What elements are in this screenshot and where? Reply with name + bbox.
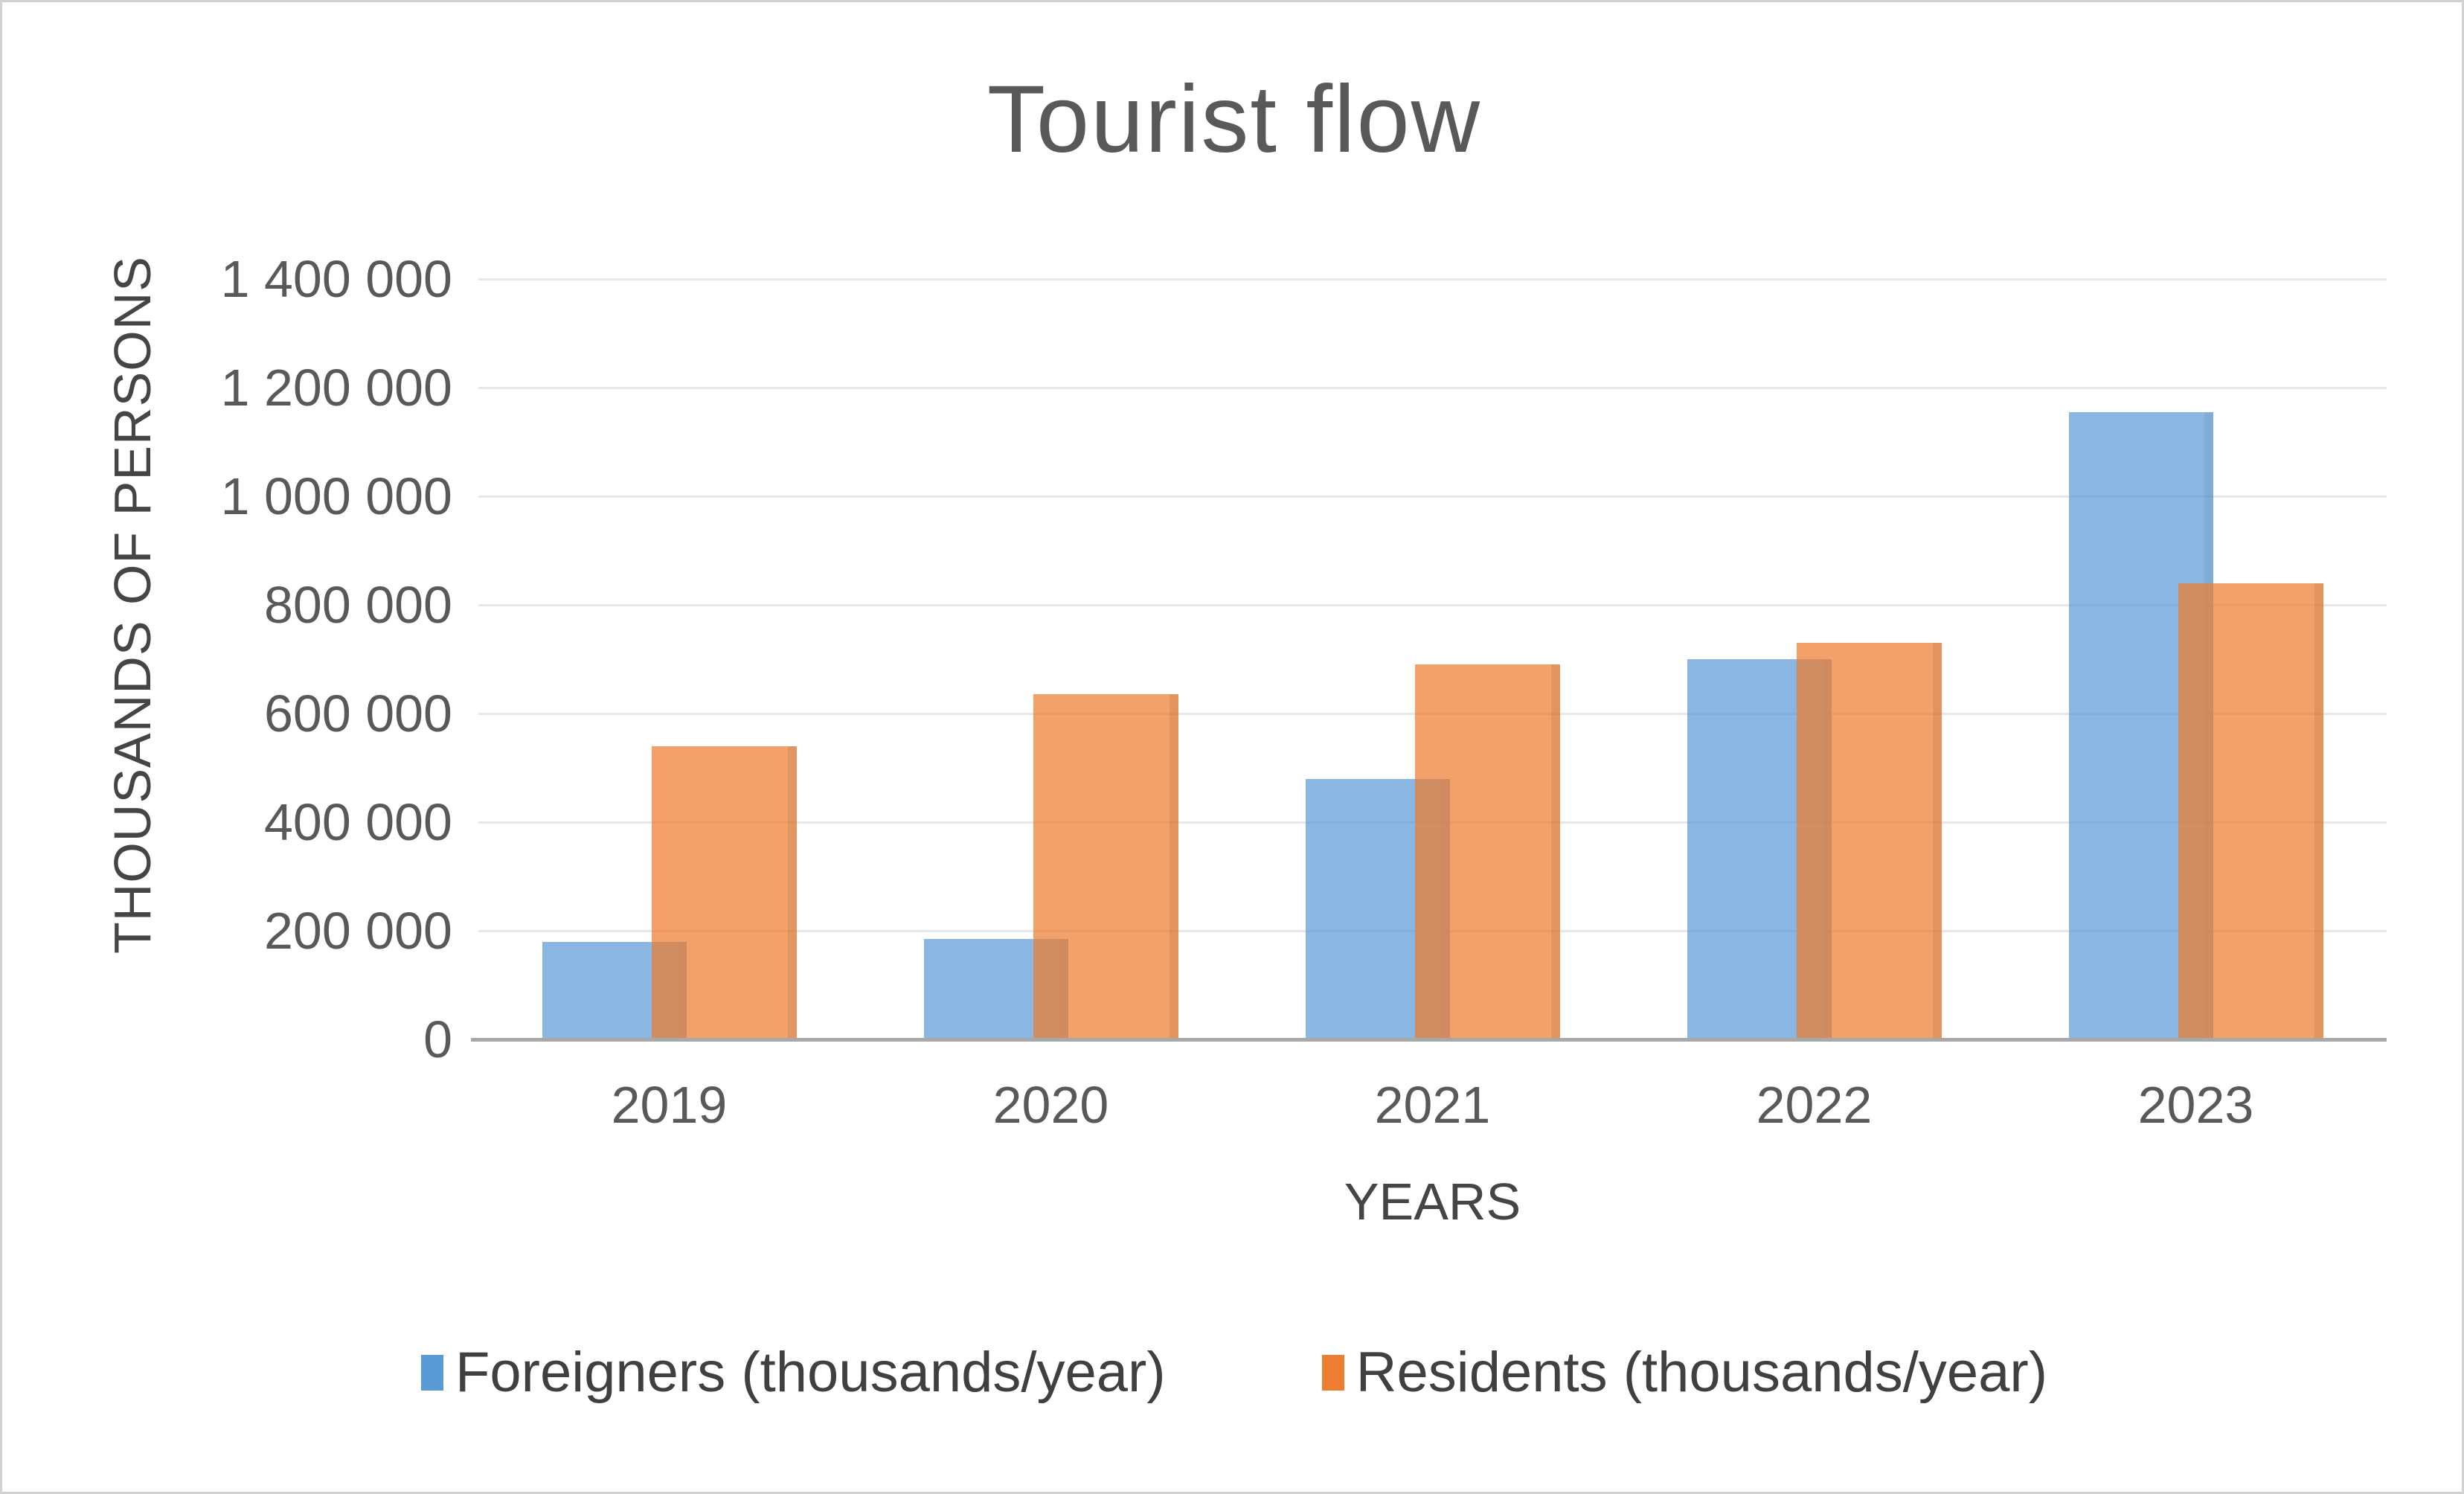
bar-residents-2023 bbox=[2178, 583, 2323, 1039]
legend-swatch-icon bbox=[1321, 1354, 1344, 1391]
y-tick-label: 400 000 bbox=[263, 793, 452, 851]
y-tick-label: 0 bbox=[423, 1010, 452, 1068]
y-tick-label: 1 400 000 bbox=[220, 250, 452, 308]
x-tick-label: 2020 bbox=[992, 1076, 1109, 1134]
legend-swatch-icon bbox=[420, 1354, 443, 1391]
x-tick-label: 2021 bbox=[1374, 1076, 1491, 1134]
y-tick-label: 1 200 000 bbox=[220, 359, 452, 417]
chart-title: Tourist flow bbox=[986, 66, 1482, 173]
x-tick-label: 2023 bbox=[2137, 1076, 2254, 1134]
gridline bbox=[478, 496, 2387, 498]
legend-label: Foreigners (thousands/year) bbox=[455, 1341, 1166, 1404]
x-tick-label: 2019 bbox=[611, 1076, 728, 1134]
legend-item-residents: Residents (thousands/year) bbox=[1321, 1340, 2048, 1405]
bar-residents-2021 bbox=[1414, 664, 1560, 1039]
y-tick-label: 200 000 bbox=[263, 902, 452, 960]
x-axis-title: YEARS bbox=[1344, 1173, 1521, 1231]
bar-residents-2020 bbox=[1033, 694, 1178, 1039]
legend-label: Residents (thousands/year) bbox=[1355, 1341, 2048, 1404]
gridline bbox=[478, 387, 2387, 389]
gridline bbox=[478, 278, 2387, 280]
legend: Foreigners (thousands/year) Residents (th… bbox=[2, 1340, 2462, 1405]
x-axis-line bbox=[471, 1038, 2387, 1042]
x-tick-label: 2022 bbox=[1756, 1076, 1873, 1134]
bar-residents-2019 bbox=[651, 746, 797, 1039]
y-tick-label: 600 000 bbox=[263, 685, 452, 743]
legend-item-foreigners: Foreigners (thousands/year) bbox=[420, 1340, 1166, 1405]
y-tick-label: 800 000 bbox=[263, 576, 452, 634]
bar-residents-2022 bbox=[1796, 643, 1942, 1039]
y-tick-label: 1 000 000 bbox=[220, 467, 452, 525]
gridline bbox=[478, 604, 2387, 606]
